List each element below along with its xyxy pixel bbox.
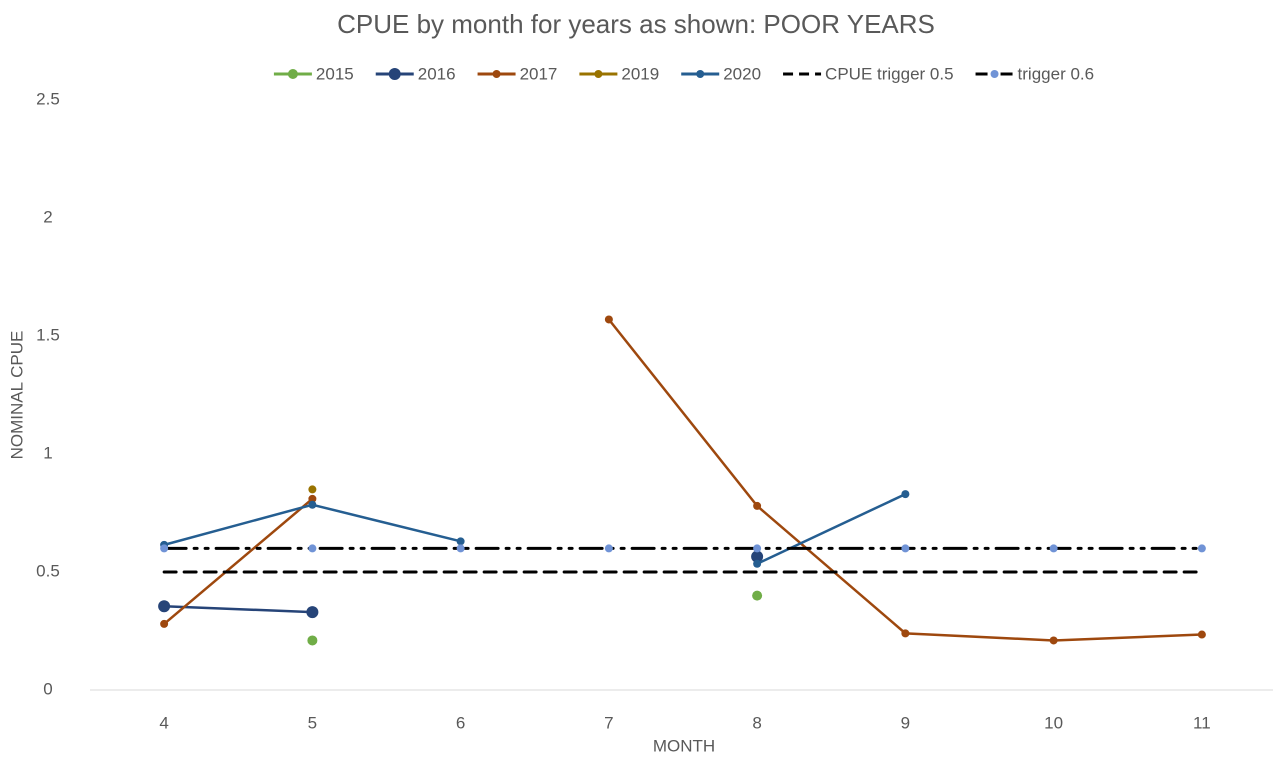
x-axis-title: MONTH [653,736,715,755]
legend-item: trigger 0.6 [975,64,1095,83]
data-point [308,500,317,509]
x-tick-label: 8 [752,713,761,732]
legend-marker [388,68,401,80]
data-point [160,619,169,628]
legend-label: trigger 0.6 [1018,64,1095,83]
y-tick-label: 0.5 [36,561,60,580]
data-point [1049,544,1058,553]
data-point [753,559,762,568]
legend-label: 2020 [723,64,761,83]
y-axis-title: NOMINAL CPUE [7,331,26,460]
x-tick-label: 5 [308,713,317,732]
x-tick-label: 6 [456,713,465,732]
legend-item: 2016 [375,64,456,83]
y-tick-label: 0 [43,679,52,698]
data-point [1197,630,1206,639]
legend-marker [990,70,999,78]
x-tick-label: 10 [1044,713,1063,732]
y-tick-label: 2.5 [36,89,60,108]
series-line [162,318,1204,642]
x-tick-label: 11 [1193,713,1211,732]
data-point [306,606,319,619]
chart-title: CPUE by month for years as shown: POOR Y… [337,9,935,39]
legend-marker [696,70,705,78]
legend-item: 2015 [273,64,354,83]
legend-marker [287,69,298,79]
legend-label: CPUE trigger 0.5 [825,64,954,83]
y-tick-label: 2 [43,207,52,226]
data-point [308,494,317,503]
data-point [753,544,762,553]
legend-label: 2019 [621,64,659,83]
data-point [1049,636,1058,645]
x-tick-label: 4 [159,713,168,732]
x-tick-label: 7 [604,713,613,732]
y-tick-label: 1 [43,443,52,462]
data-point [308,485,317,494]
data-point [751,550,764,563]
data-point [753,501,762,510]
legend-label: 2017 [520,64,558,83]
legend-item: CPUE trigger 0.5 [783,64,954,83]
data-point [308,544,317,553]
data-point [901,629,910,638]
y-tick-label: 1.5 [36,325,60,344]
x-tick-label: 9 [901,713,910,732]
data-point [901,490,910,499]
data-point [456,537,465,546]
data-point [160,544,169,553]
legend-label: 2015 [316,64,354,83]
legend-marker [492,70,501,78]
legend-item: 2020 [681,64,761,83]
data-point [456,544,465,553]
legend-label: 2016 [418,64,456,83]
series-line [164,557,757,612]
legend-item: 2019 [579,64,659,83]
data-point [1197,544,1206,553]
data-point [307,635,318,646]
data-point [604,544,613,553]
legend-marker [594,70,603,78]
data-point [901,544,910,553]
data-point [604,315,613,324]
legend: 2015 2016 2017 2019 2020 CPUE trigger 0.5 trig… [273,64,1095,83]
data-point [158,600,171,613]
legend-item: 2017 [477,64,558,83]
data-point [752,590,763,601]
